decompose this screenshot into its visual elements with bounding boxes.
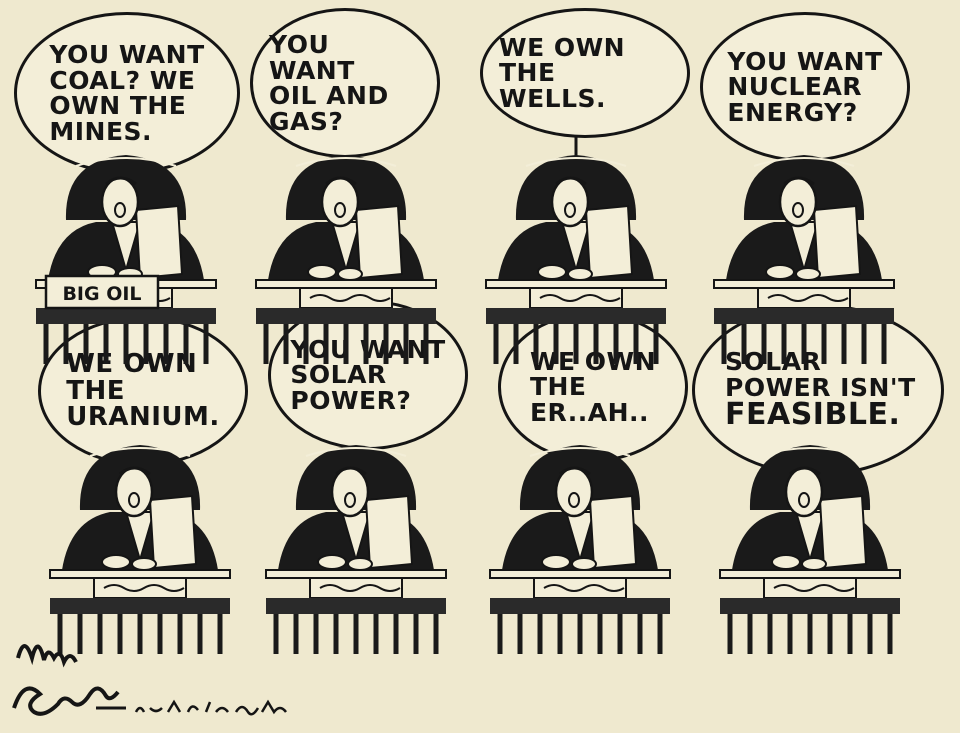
executive-figure-5: [50, 445, 230, 654]
speech-bubble-7: WE OWN THE ER..AH..: [498, 312, 688, 462]
bubble-text-4: YOU WANT NUCLEAR ENERGY?: [727, 46, 883, 127]
signature-drawing: [12, 644, 287, 716]
desk-sign-text: BIG OIL: [62, 283, 141, 305]
speech-bubble-6: YOU WANT SOLAR POWER?: [268, 300, 468, 450]
speech-bubble-3: WE OWN THE WELLS.: [480, 8, 690, 138]
bubble-tail-7: [576, 459, 584, 479]
executive-figure-7: [490, 445, 670, 654]
artist-signature: [0, 628, 340, 728]
speech-bubble-4: YOU WANT NUCLEAR ENERGY?: [700, 12, 910, 162]
executive-figure-8: [720, 445, 900, 654]
bubble-text-7: WE OWN THE ER..AH..: [529, 346, 657, 427]
speech-bubble-5: WE OWN THE URANIUM.: [38, 316, 248, 466]
speech-bubble-8: SOLAR POWER ISN'T FEASIBLE.: [692, 304, 944, 476]
speech-bubble-2: YOU WANT OIL AND GAS?: [250, 8, 440, 158]
bubble-text-1: YOU WANT COAL? WE OWN THE MINES.: [49, 40, 205, 146]
executive-figure-6: [266, 445, 446, 654]
bubble-text-5: WE OWN THE URANIUM.: [66, 349, 220, 433]
speech-bubble-1: YOU WANT COAL? WE OWN THE MINES.: [14, 12, 240, 174]
desk-sign-big-oil: [44, 274, 160, 310]
bubble-text-2: YOU WANT OIL AND GAS?: [269, 30, 389, 136]
bubble-text-6: YOU WANT SOLAR POWER?: [290, 334, 446, 415]
bubble-text-3: WE OWN THE WELLS.: [499, 32, 626, 113]
bubble-text-8-emphasis: FEASIBLE.: [725, 397, 901, 433]
bubble-text-8: SOLAR POWER ISN'T: [725, 347, 916, 402]
